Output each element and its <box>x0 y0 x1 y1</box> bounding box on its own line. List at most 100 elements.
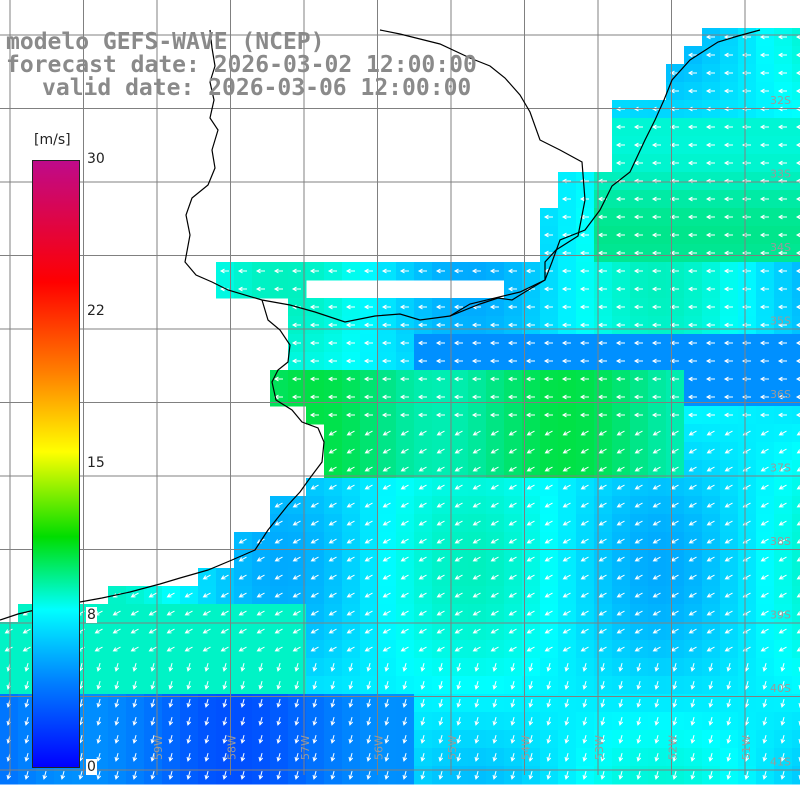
wind-arrow <box>690 717 696 726</box>
wind-arrow <box>364 646 373 652</box>
wind-arrow <box>148 610 157 616</box>
wind-arrow <box>562 592 571 598</box>
wind-arrow <box>633 394 643 400</box>
wind-arrow <box>472 574 481 580</box>
wind-arrow <box>258 717 264 726</box>
wind-arrow <box>690 699 696 708</box>
wind-arrow <box>705 394 715 400</box>
wind-arrow <box>777 196 787 202</box>
wind-arrow <box>273 286 283 292</box>
wind-arrow <box>309 376 319 382</box>
wind-arrow <box>114 717 120 726</box>
wind-arrow <box>561 412 571 418</box>
wind-arrow <box>687 304 697 310</box>
wind-arrow <box>580 574 589 580</box>
wind-arrow <box>492 771 498 780</box>
wind-arrow <box>510 699 516 708</box>
wind-arrow <box>705 70 715 76</box>
wind-arrow <box>472 448 481 454</box>
wind-arrow <box>759 214 769 220</box>
wind-arrow <box>760 520 769 526</box>
wind-arrow <box>543 304 553 310</box>
wind-arrow <box>364 592 373 598</box>
wind-arrow <box>580 592 589 598</box>
wind-arrow <box>687 412 697 418</box>
wind-arrow <box>778 502 787 508</box>
wind-arrow <box>795 70 800 76</box>
lat-label: 33S <box>770 168 791 181</box>
wind-arrow <box>238 538 247 544</box>
wind-arrow <box>327 304 337 310</box>
wind-arrow <box>634 448 643 454</box>
wind-arrow <box>186 663 192 672</box>
wind-arrow <box>382 592 391 598</box>
wind-arrow <box>724 484 733 490</box>
wind-arrow <box>366 699 372 708</box>
wind-arrow <box>687 52 697 58</box>
wind-arrow <box>490 592 499 598</box>
wind-arrow <box>759 322 769 328</box>
wind-arrow <box>796 467 800 472</box>
wind-arrow <box>724 574 733 580</box>
wind-arrow <box>507 412 517 418</box>
wind-arrow <box>724 628 733 634</box>
wind-arrow <box>564 753 570 762</box>
wind-arrow <box>759 286 769 292</box>
wind-arrow <box>309 358 319 364</box>
wind-arrow <box>363 376 373 382</box>
wind-arrow <box>150 681 156 690</box>
wind-arrow <box>222 681 228 690</box>
wind-arrow <box>456 735 462 744</box>
wind-arrow <box>454 502 463 508</box>
wind-arrow <box>291 358 301 364</box>
wind-arrow <box>760 466 769 472</box>
wind-arrow <box>561 232 571 238</box>
wind-arrow <box>543 232 553 238</box>
wind-arrow <box>400 448 409 454</box>
wind-arrow <box>364 502 373 508</box>
wind-arrow <box>256 628 265 634</box>
wind-arrow <box>150 717 156 726</box>
wind-arrow <box>454 628 463 634</box>
wind-arrow <box>688 520 697 526</box>
wind-arrow <box>652 628 661 634</box>
wind-arrow <box>292 556 301 562</box>
wind-arrow <box>114 699 120 708</box>
wind-arrow <box>654 753 660 762</box>
wind-arrow <box>309 304 319 310</box>
wind-arrow <box>651 250 661 256</box>
colorbar <box>32 160 80 768</box>
wind-arrow <box>292 538 301 544</box>
wind-arrow <box>615 124 625 130</box>
wind-arrow <box>436 646 445 652</box>
wind-arrow <box>597 304 607 310</box>
wind-arrow <box>366 681 372 690</box>
wind-arrow <box>363 322 373 328</box>
lon-label: 58W <box>226 735 239 760</box>
wind-arrow <box>778 610 787 616</box>
wind-arrow <box>598 592 607 598</box>
wind-arrow <box>544 502 553 508</box>
wind-arrow <box>453 322 463 328</box>
wind-arrow <box>258 681 264 690</box>
wind-arrow <box>579 250 589 256</box>
wind-arrow <box>274 502 283 508</box>
wind-arrow <box>705 358 715 364</box>
wind-arrow <box>688 538 697 544</box>
wind-arrow <box>310 502 319 508</box>
wind-arrow <box>723 322 733 328</box>
wind-arrow <box>420 771 426 780</box>
wind-arrow <box>436 628 445 634</box>
wind-arrow <box>438 699 444 708</box>
wind-arrow <box>777 124 787 130</box>
wind-arrow <box>96 717 102 726</box>
wind-cell <box>792 64 800 83</box>
wind-cell <box>792 136 800 155</box>
wind-arrow <box>202 646 211 652</box>
wind-arrow <box>420 699 426 708</box>
wind-arrow <box>708 753 714 762</box>
wind-arrow <box>561 250 571 256</box>
wind-arrow <box>114 735 120 744</box>
wind-arrow <box>492 753 498 762</box>
wind-arrow <box>345 394 355 400</box>
